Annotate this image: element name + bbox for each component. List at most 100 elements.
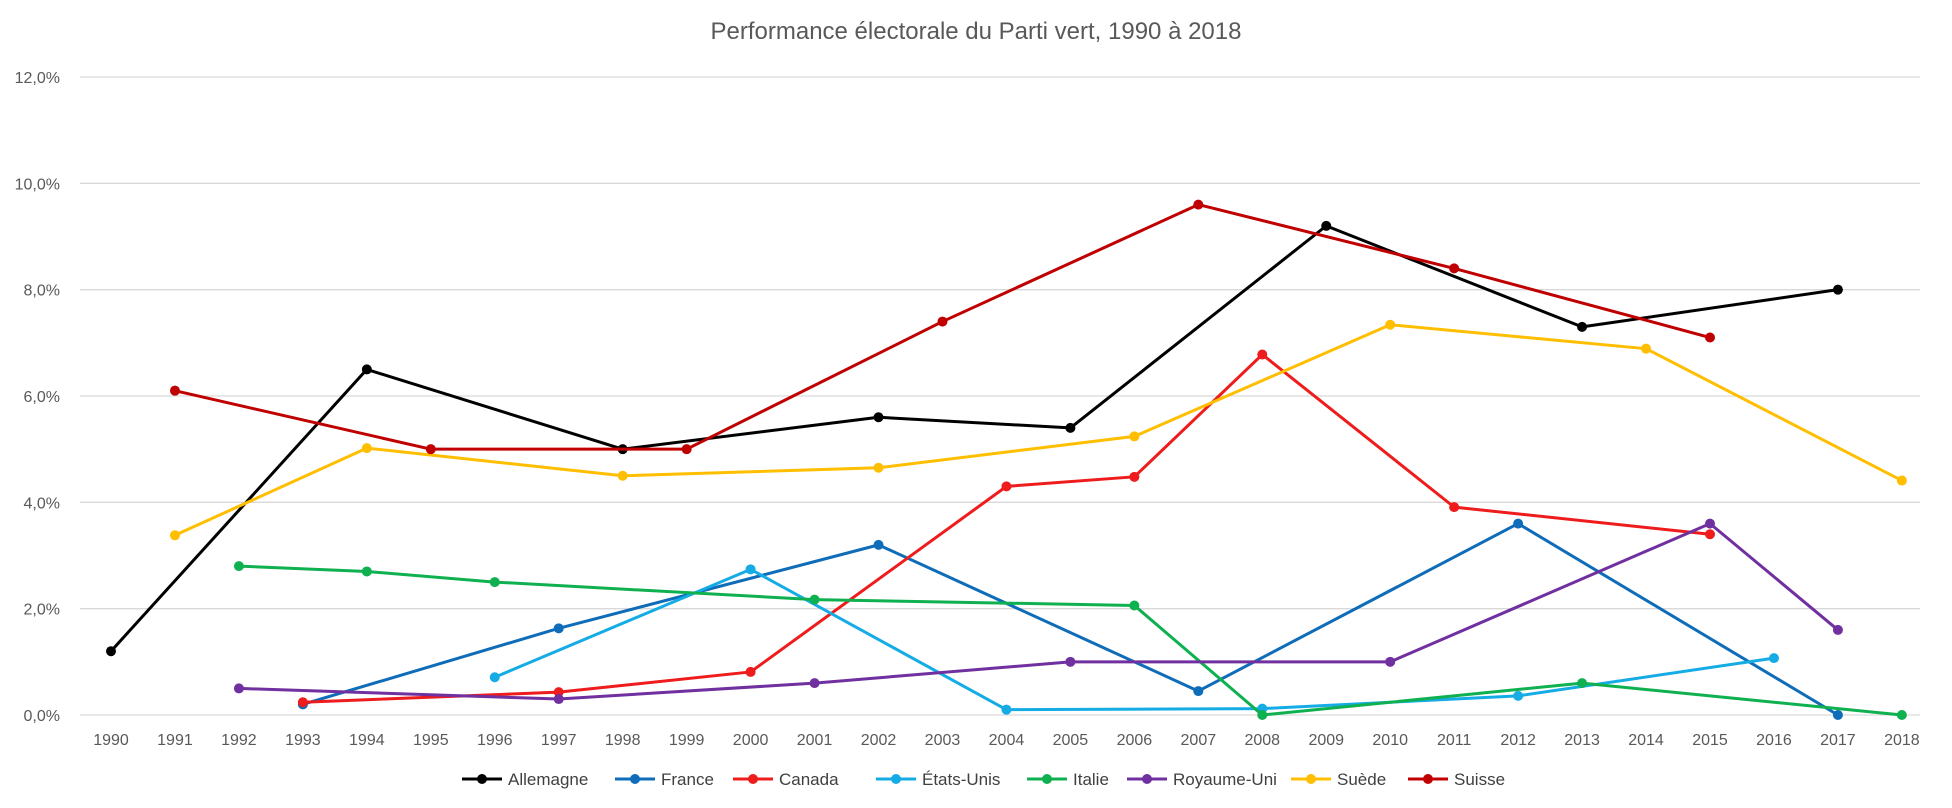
data-point bbox=[809, 594, 820, 605]
legend-label: Royaume-Uni bbox=[1173, 770, 1277, 789]
data-point bbox=[1705, 529, 1715, 540]
series-line bbox=[493, 567, 1776, 712]
legend-item-canada: Canada bbox=[733, 770, 839, 789]
x-tick-label: 2016 bbox=[1756, 732, 1792, 749]
x-tick-label: 1993 bbox=[285, 732, 321, 749]
y-tick-label: 6,0% bbox=[24, 389, 60, 406]
legend-item-suede: Suède bbox=[1291, 770, 1386, 789]
data-point bbox=[681, 444, 692, 455]
x-tick-label: 2007 bbox=[1181, 732, 1217, 749]
series-line bbox=[109, 224, 1840, 653]
data-point bbox=[1129, 600, 1140, 611]
data-point bbox=[1193, 686, 1204, 697]
series-line bbox=[237, 564, 1904, 717]
legend-item-italie: Italie bbox=[1027, 770, 1109, 789]
data-point bbox=[1385, 656, 1396, 667]
data-point bbox=[489, 577, 500, 588]
data-point bbox=[745, 666, 756, 677]
x-tick-label: 1992 bbox=[221, 732, 257, 749]
data-point bbox=[1129, 471, 1140, 482]
data-point bbox=[297, 697, 308, 708]
data-point bbox=[873, 539, 884, 550]
series-allemagne bbox=[106, 220, 1843, 657]
legend-label: Suisse bbox=[1454, 770, 1505, 789]
legend-label: Suède bbox=[1337, 770, 1386, 789]
data-point bbox=[873, 412, 884, 423]
data-point bbox=[489, 672, 500, 683]
x-tick-label: 2017 bbox=[1820, 732, 1856, 749]
x-tick-label: 1998 bbox=[605, 732, 641, 749]
data-point bbox=[1257, 349, 1268, 360]
legend-item-allemagne: Allemagne bbox=[462, 770, 588, 789]
x-tick-label: 2009 bbox=[1308, 732, 1344, 749]
data-point bbox=[1768, 653, 1779, 664]
x-tick-label: 1991 bbox=[157, 732, 193, 749]
x-tick-label: 2008 bbox=[1244, 732, 1280, 749]
data-point bbox=[553, 687, 564, 698]
x-tick-label: 1999 bbox=[669, 732, 705, 749]
data-point bbox=[1577, 678, 1588, 689]
data-point bbox=[1321, 220, 1332, 231]
data-point bbox=[233, 561, 244, 572]
series-france bbox=[297, 518, 1843, 720]
legend-item-suisse: Suisse bbox=[1408, 770, 1505, 789]
legend-swatch-marker bbox=[1042, 774, 1052, 784]
data-point bbox=[361, 566, 372, 577]
legend-item-etats-unis: États-Unis bbox=[876, 770, 1000, 789]
x-tick-label: 2005 bbox=[1053, 732, 1089, 749]
x-tick-label: 2002 bbox=[861, 732, 897, 749]
x-tick-label: 2006 bbox=[1117, 732, 1153, 749]
series-suisse bbox=[169, 199, 1715, 455]
legend-swatch-marker bbox=[630, 774, 640, 784]
x-tick-label: 1995 bbox=[413, 732, 449, 749]
x-tick-label: 1994 bbox=[349, 732, 385, 749]
data-point bbox=[1832, 710, 1843, 720]
data-point bbox=[1257, 710, 1268, 720]
data-point bbox=[937, 316, 948, 327]
x-tick-label: 2004 bbox=[989, 732, 1025, 749]
x-tick-label: 2018 bbox=[1884, 732, 1920, 749]
data-point bbox=[1705, 332, 1715, 343]
data-point bbox=[1832, 624, 1843, 635]
x-tick-label: 1997 bbox=[541, 732, 577, 749]
data-point bbox=[745, 564, 756, 575]
series-line bbox=[237, 522, 1840, 701]
data-point bbox=[553, 694, 564, 705]
data-point bbox=[1641, 343, 1652, 354]
data-point bbox=[553, 623, 564, 634]
data-point bbox=[1705, 518, 1715, 529]
y-tick-label: 4,0% bbox=[24, 495, 60, 512]
series-canada bbox=[297, 349, 1715, 708]
chart-title: Performance électorale du Parti vert, 19… bbox=[710, 18, 1242, 45]
data-point bbox=[1129, 431, 1140, 442]
data-point bbox=[1896, 710, 1907, 720]
legend-swatch-marker bbox=[748, 774, 758, 784]
series-line bbox=[301, 353, 1712, 704]
data-point bbox=[1513, 690, 1524, 701]
data-point bbox=[1513, 518, 1524, 529]
x-tick-label: 2012 bbox=[1500, 732, 1536, 749]
series-line bbox=[173, 203, 1712, 451]
data-point bbox=[169, 385, 180, 396]
data-point bbox=[361, 364, 372, 375]
series-suede bbox=[169, 319, 1907, 541]
data-point bbox=[169, 530, 180, 541]
x-tick-label: 1996 bbox=[477, 732, 513, 749]
x-tick-label: 2015 bbox=[1692, 732, 1728, 749]
legend-swatch-marker bbox=[1423, 774, 1433, 784]
series-line bbox=[301, 522, 1840, 717]
data-point bbox=[1449, 263, 1460, 274]
legend-swatch-marker bbox=[477, 774, 487, 784]
data-point bbox=[1001, 481, 1012, 492]
legend-label: Italie bbox=[1073, 770, 1109, 789]
y-tick-label: 0,0% bbox=[24, 708, 60, 725]
series-italie bbox=[233, 561, 1907, 720]
legend-swatch-marker bbox=[891, 774, 901, 784]
data-point bbox=[1193, 199, 1204, 210]
legend-swatch-marker bbox=[1142, 774, 1152, 784]
data-point bbox=[1001, 704, 1012, 715]
x-tick-label: 2014 bbox=[1628, 732, 1664, 749]
data-point bbox=[106, 646, 116, 657]
